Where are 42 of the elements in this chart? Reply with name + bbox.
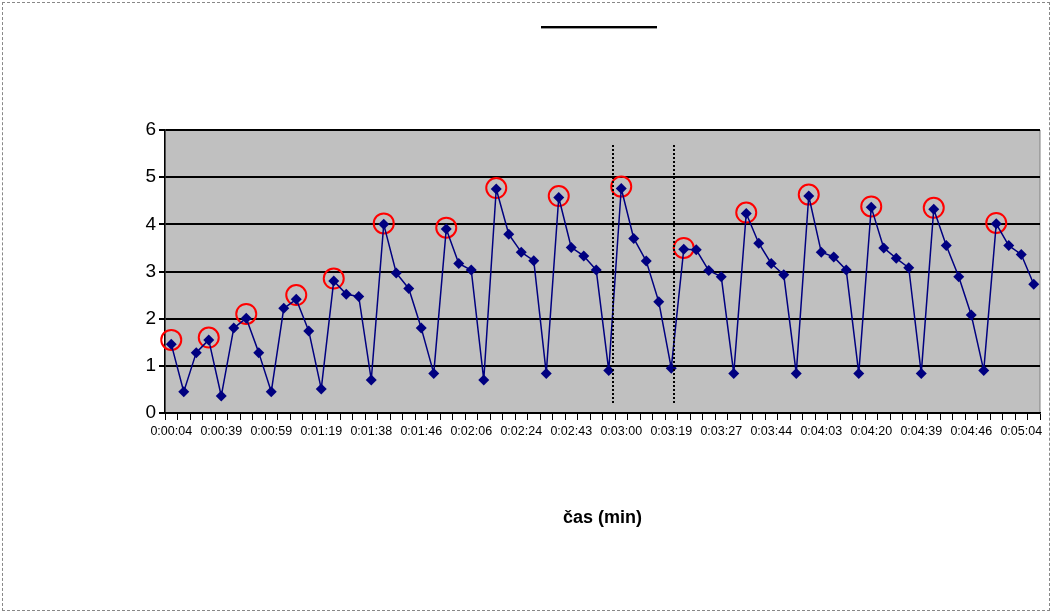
x-tick-label: 0:01:19 <box>300 423 343 438</box>
x-tick-label: 0:02:24 <box>500 423 543 438</box>
x-tick-label: 0:01:46 <box>400 423 443 438</box>
y-tick-label: 1 <box>145 354 156 376</box>
x-tick-label: 0:03:00 <box>600 423 643 438</box>
x-tick-label: 0:01:38 <box>350 423 393 438</box>
point <box>435 216 458 239</box>
point <box>672 236 695 259</box>
point <box>485 177 508 200</box>
x-tick-label: 0:03:19 <box>650 423 693 438</box>
x-tick-label: 0:04:39 <box>900 423 943 438</box>
y-tick-label: 5 <box>145 165 156 187</box>
y-tick-label: 3 <box>145 259 156 281</box>
x-tick-label: 0:02:06 <box>450 423 493 438</box>
x-tick-label: 0:00:39 <box>200 423 243 438</box>
point <box>860 195 883 218</box>
x-tick-label: 0:04:20 <box>850 423 893 438</box>
point <box>922 196 945 219</box>
x-tick-label: 0:04:46 <box>950 423 993 438</box>
x-tick-label: 0:03:27 <box>700 423 743 438</box>
x-tick-label: 0:04:03 <box>800 423 843 438</box>
point <box>547 185 570 208</box>
y-tick-label: 0 <box>145 401 156 423</box>
x-tick-label: 0:05:04 <box>1000 423 1043 438</box>
point <box>610 175 633 198</box>
point <box>285 284 308 307</box>
point <box>797 183 820 206</box>
y-tick-label: 6 <box>145 118 156 140</box>
y-tick-label: 4 <box>145 212 157 234</box>
point <box>985 211 1008 234</box>
x-tick-label: 0:00:04 <box>150 423 193 438</box>
point <box>372 212 395 235</box>
y-tick-label: 2 <box>145 306 156 328</box>
x-axis-title: čas (min) <box>562 507 643 528</box>
point <box>735 201 758 224</box>
point <box>235 302 258 325</box>
point <box>160 328 183 351</box>
x-tick-label: 0:03:44 <box>750 423 793 438</box>
point <box>322 267 345 290</box>
x-tick-label: 0:00:59 <box>250 423 293 438</box>
x-tick-label: 0:02:43 <box>550 423 593 438</box>
point <box>197 326 220 349</box>
